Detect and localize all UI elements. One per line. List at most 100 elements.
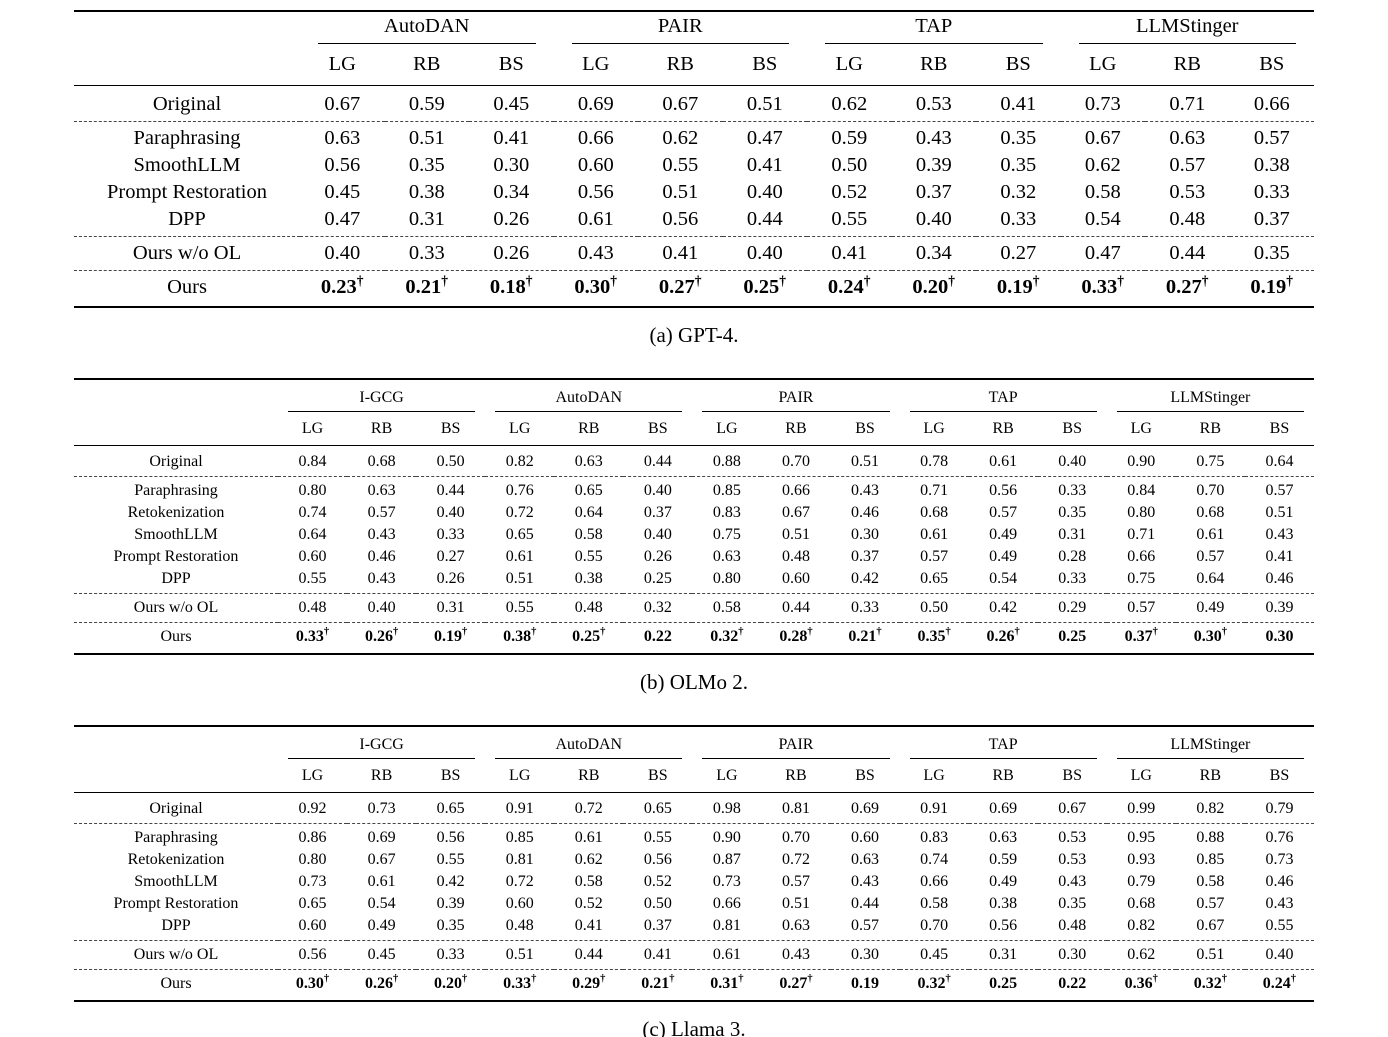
metric-cell: 0.41 [746,154,783,176]
metric-cell: 0.60 [298,548,327,565]
metric-cell: 0.51 [662,181,699,203]
metric-cell: 0.43 [851,482,880,499]
row-label: Paraphrasing [134,829,218,846]
metric-cell: 0.43 [851,873,880,890]
metric-cell: 0.44 [554,940,624,970]
row-label: Ours [160,628,192,645]
metric-cell: 0.20† [912,273,956,298]
metric-cell: 0.45 [899,940,969,970]
table-row-ours-w-o-ol: Ours w/o OL 0.56 0.45 0.33 0.51 0.44 0.41 0.61 0… [74,940,1314,970]
metric-cell: 0.56 [643,851,672,868]
row-label: Ours w/o OL [74,593,278,623]
metric-cell: 0.52 [831,181,868,203]
metric-cell: 0.91 [485,792,555,824]
table-row-retokenization: Retokenization 0.74 0.57 0.40 0.72 0.64 0.37 0.… [74,502,1314,524]
metric-cell: 0.40 [643,482,672,499]
row-label: Paraphrasing [133,127,241,149]
subheader-rb: RB [384,46,469,86]
metric-cell: 0.60 [505,895,534,912]
metric-cell: 0.47 [300,206,385,237]
subheader-bs: BS [1244,761,1314,793]
metric-cell: 0.57 [1196,548,1225,565]
metric-cell: 0.45 [469,85,554,122]
subtable-llama3: I-GCG AutoDAN PAIR TAP LLMStinger LG RB BS LG RB B… [74,725,1314,1037]
metric-cell: 0.70 [781,829,810,846]
subheader-rb: RB [1175,414,1245,446]
metric-cell: 0.57 [920,548,949,565]
metric-cell: 0.60 [577,154,614,176]
metric-cell: 0.59 [831,127,868,149]
metric-cell: 0.51 [781,526,810,543]
metric-cell: 0.43 [553,236,638,271]
metric-cell: 0.56 [324,154,361,176]
metric-cell: 0.20† [434,973,468,992]
metric-cell: 0.57 [1169,154,1206,176]
attack-group-header-autodan: AutoDAN [300,11,554,46]
metric-cell: 0.68 [347,445,417,477]
dagger-marker: † [610,273,618,289]
table-row-smoothllm: SmoothLLM 0.73 0.61 0.42 0.72 0.58 0.52 0.73 0.5… [74,871,1314,893]
subheader-lg: LG [485,414,555,446]
metric-cell: 0.48 [781,548,810,565]
dagger-marker: † [1152,626,1158,638]
metric-cell: 0.90 [1106,445,1176,477]
metric-cell: 0.93 [1127,851,1156,868]
results-table-olmo2: I-GCG AutoDAN PAIR TAP LLMStinger LG RB BS LG RB B… [74,378,1314,655]
metric-cell: 0.63 [324,127,361,149]
metric-cell: 0.72 [505,873,534,890]
metric-cell: 0.56 [968,915,1038,941]
metric-subheader-row: LG RB BS LG RB BS LG RB BS LG RB BS [74,46,1314,86]
metric-cell: 0.43 [1058,873,1087,890]
metric-cell: 0.40 [891,206,976,237]
metric-cell: 0.35 [1229,236,1314,271]
subheader-rb: RB [761,414,831,446]
subheader-lg: LG [553,46,638,86]
dagger-marker: † [1152,973,1158,985]
metric-cell: 0.69 [553,85,638,122]
metric-cell: 0.21† [848,626,882,645]
results-table-container-gpt4: AutoDAN PAIR TAP LLMStinger LG RB BS LG RB BS LG RB… [74,10,1314,308]
corner-cell [74,726,278,761]
metric-cell: 0.66 [1127,548,1156,565]
metric-cell: 0.68 [920,504,949,521]
metric-cell: 0.33 [384,236,469,271]
row-label: Prompt Restoration [113,548,239,565]
metric-cell: 0.65 [505,526,534,543]
metric-cell: 0.46 [1265,873,1294,890]
metric-cell: 0.59 [989,851,1018,868]
metric-cell: 0.85 [1196,851,1225,868]
metric-cell: 0.67 [1084,127,1121,149]
metric-cell: 0.59 [384,85,469,122]
dagger-marker: † [600,973,606,985]
table-row-prompt-restoration: Prompt Restoration 0.45 0.38 0.34 0.56 0.51 0.… [74,179,1314,206]
metric-cell: 0.52 [643,873,672,890]
metric-cell: 0.39 [436,895,465,912]
metric-cell: 0.35 [416,915,486,941]
dagger-marker: † [600,626,606,638]
row-label: DPP [74,568,278,594]
attack-group-label: LLMStinger [1078,14,1296,44]
row-label: SmoothLLM [133,154,241,176]
metric-cell: 0.73 [1060,85,1145,122]
metric-cell: 0.84 [1127,482,1156,499]
attack-group-label: AutoDAN [495,735,683,759]
metric-cell: 0.64 [574,504,603,521]
dagger-marker: † [1014,626,1020,638]
metric-cell: 0.41 [976,85,1061,122]
metric-cell: 0.27† [779,973,813,992]
metric-cell: 0.39 [915,154,952,176]
metric-cell: 0.34 [493,181,530,203]
metric-cell: 0.65 [899,568,969,594]
metric-cell: 0.51 [1175,940,1245,970]
metric-cell: 0.26† [364,973,399,992]
metric-cell: 0.88 [692,445,762,477]
attack-group-header-llmstinger: LLMStinger [1061,11,1315,46]
metric-cell: 0.38 [1253,154,1290,176]
table-row-dpp: DPP 0.47 0.31 0.26 0.61 0.56 0.44 0.55 0.40 0.33 0… [74,206,1314,237]
attack-group-header-i-gcg: I-GCG [278,379,485,414]
metric-cell: 0.68 [1196,504,1225,521]
attack-group-header-autodan: AutoDAN [485,726,692,761]
metric-cell: 0.57 [367,504,396,521]
row-label: Prompt Restoration [106,181,267,203]
corner-cell [74,761,278,793]
